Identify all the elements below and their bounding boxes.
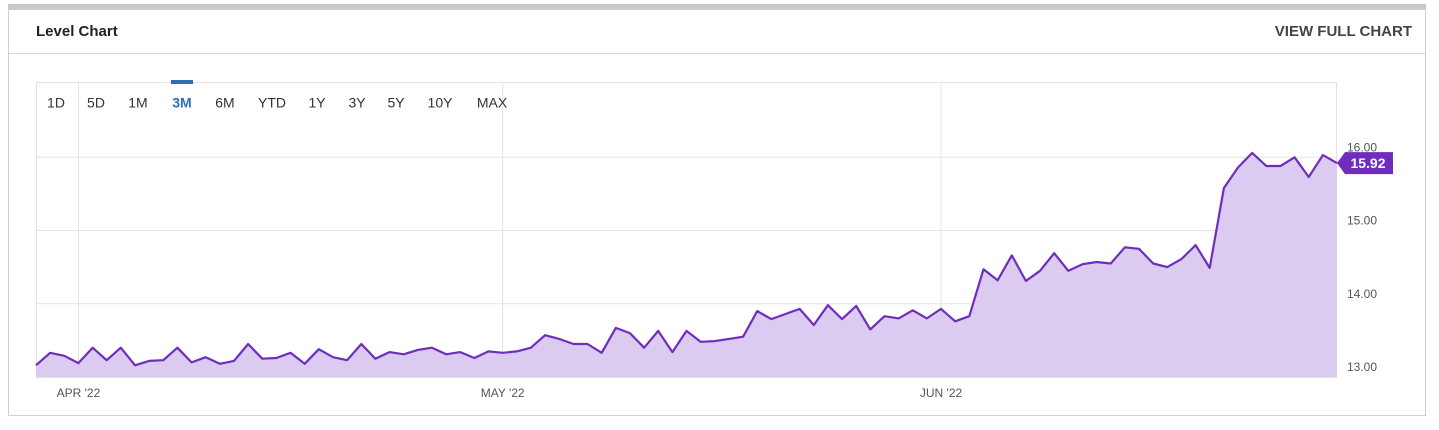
- x-tick-label: JUN '22: [920, 386, 963, 400]
- range-button[interactable]: 5Y: [387, 95, 405, 111]
- range-button[interactable]: 6M: [215, 95, 234, 111]
- range-button[interactable]: 1M: [128, 95, 147, 111]
- y-tick-label: 14.00: [1347, 287, 1377, 301]
- last-value-label: 15.92: [1350, 155, 1385, 171]
- range-button[interactable]: MAX: [477, 95, 508, 111]
- range-button[interactable]: 3M: [172, 95, 191, 111]
- range-button[interactable]: 3Y: [348, 95, 366, 111]
- y-tick-label: 16.00: [1347, 140, 1377, 154]
- x-tick-label: MAY '22: [481, 386, 525, 400]
- y-tick-label: 13.00: [1347, 360, 1377, 374]
- range-button[interactable]: 5D: [87, 95, 105, 111]
- area: [36, 152, 1337, 377]
- range-button[interactable]: YTD: [258, 95, 286, 111]
- range-button[interactable]: 1D: [47, 95, 65, 111]
- last-value-badge: [1337, 152, 1393, 175]
- range-button[interactable]: 10Y: [428, 95, 454, 111]
- range-active-indicator: [171, 80, 193, 84]
- x-tick-label: APR '22: [57, 386, 101, 400]
- view-full-chart[interactable]: VIEW FULL CHART: [1275, 23, 1412, 40]
- y-tick-label: 15.00: [1347, 214, 1377, 228]
- line: [35, 151, 1338, 367]
- card-title: Level Chart: [36, 23, 118, 40]
- range-button[interactable]: 1Y: [308, 95, 326, 111]
- top-bar: [8, 4, 1426, 9]
